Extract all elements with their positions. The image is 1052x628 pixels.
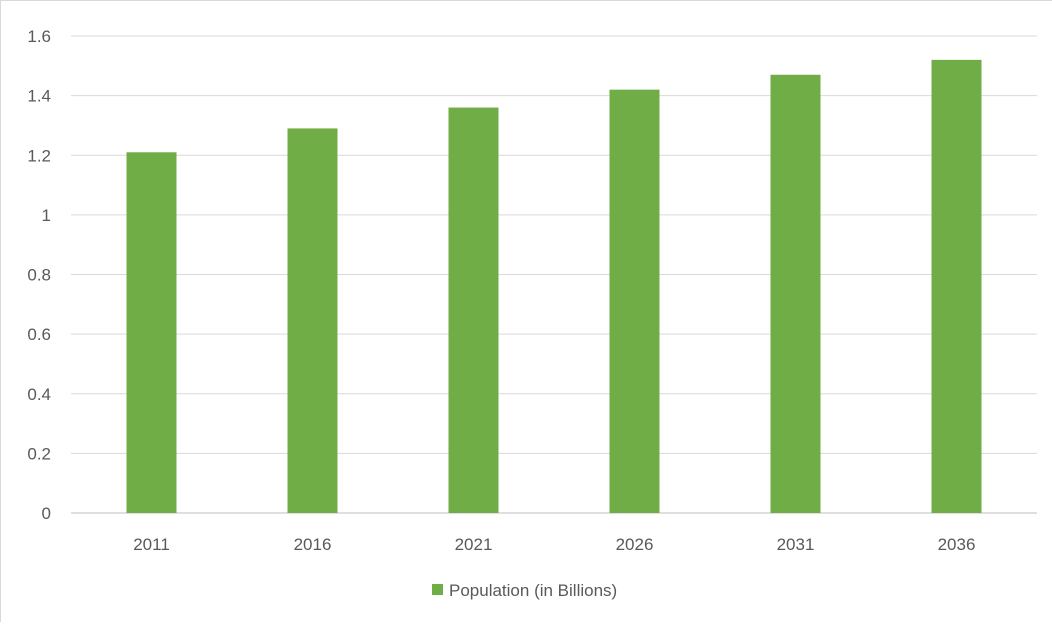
x-tick-label: 2026: [616, 535, 654, 554]
bar-2021: [448, 107, 499, 514]
legend-swatch: [432, 584, 443, 595]
bar-2016: [287, 128, 338, 513]
y-tick-label: 1.4: [27, 87, 51, 106]
bar-2031: [770, 74, 821, 513]
x-tick-label: 2011: [133, 535, 170, 554]
gridlines: [71, 35, 1037, 514]
x-tick-label: 2016: [294, 535, 332, 554]
y-tick-label: 0: [42, 504, 51, 523]
y-tick-label: 0.6: [27, 325, 51, 344]
y-tick-label: 0.8: [27, 266, 51, 285]
bar-2026: [609, 89, 660, 513]
bar-2036: [931, 59, 982, 513]
y-tick-label: 1.2: [27, 146, 51, 165]
x-tick-label: 2031: [777, 535, 815, 554]
x-tick-label: 2036: [938, 535, 976, 554]
legend: Population (in Billions): [432, 581, 617, 600]
y-tick-label: 1: [42, 206, 51, 225]
y-axis-ticks: 0 0.2 0.4 0.6 0.8 1 1.2 1.4 1.6: [27, 27, 51, 523]
bars: [126, 59, 982, 514]
y-tick-label: 1.6: [27, 27, 51, 46]
y-tick-label: 0.4: [27, 385, 51, 404]
y-tick-label: 0.2: [27, 444, 51, 463]
bar-2011: [126, 152, 177, 514]
x-axis-ticks: 2011 2016 2021 2026 2031 2036: [133, 535, 975, 554]
legend-label: Population (in Billions): [449, 581, 617, 600]
x-tick-label: 2021: [455, 535, 493, 554]
